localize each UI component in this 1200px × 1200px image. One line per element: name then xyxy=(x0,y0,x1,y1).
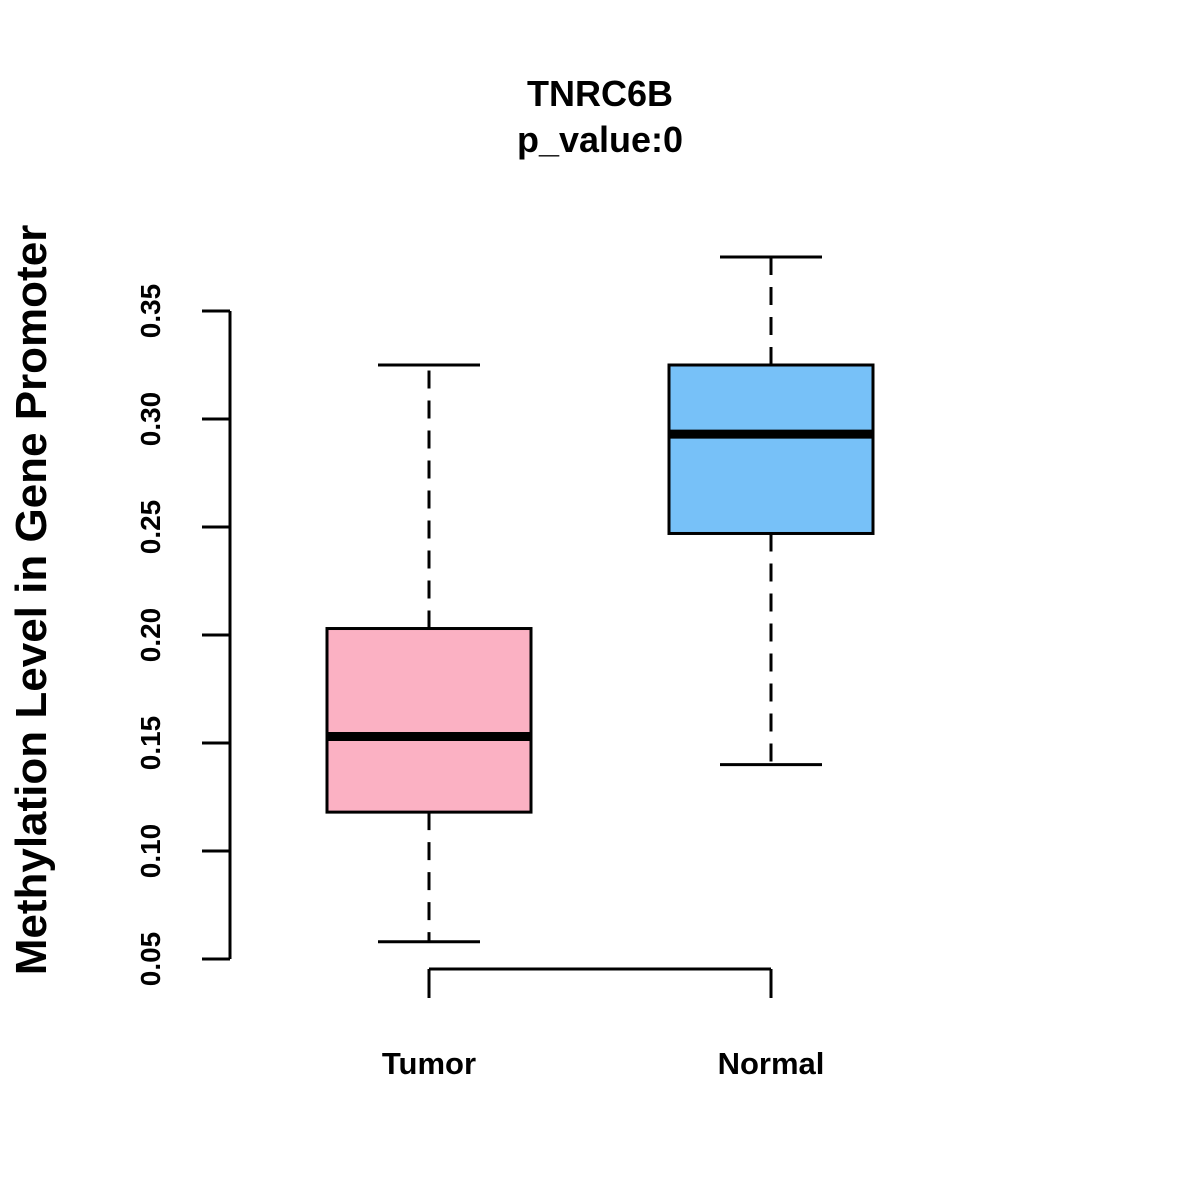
y-axis-title: Methylation Level in Gene Promoter xyxy=(7,225,56,976)
iqr-box xyxy=(325,627,533,814)
box-group-normal xyxy=(667,255,875,767)
x-tick-label-tumor: Tumor xyxy=(382,1046,476,1081)
x-axis: Tumor Normal xyxy=(382,967,825,1081)
y-tick-label: 0.25 xyxy=(135,500,166,555)
chart-title: TNRC6B xyxy=(527,73,673,114)
y-axis: 0.05 0.10 0.15 0.20 0.25 0.30 0.35 xyxy=(135,284,232,987)
iqr-box xyxy=(667,363,875,535)
y-tick-label: 0.20 xyxy=(135,608,166,663)
y-tick-label: 0.35 xyxy=(135,284,166,339)
box-group-tumor xyxy=(325,363,533,944)
plot-area xyxy=(325,255,875,944)
x-tick-label-normal: Normal xyxy=(718,1046,825,1081)
chart-subtitle: p_value:0 xyxy=(517,119,683,160)
y-tick-label: 0.30 xyxy=(135,392,166,447)
y-tick-label: 0.15 xyxy=(135,716,166,771)
y-tick-label: 0.10 xyxy=(135,824,166,879)
y-tick-label: 0.05 xyxy=(135,932,166,987)
